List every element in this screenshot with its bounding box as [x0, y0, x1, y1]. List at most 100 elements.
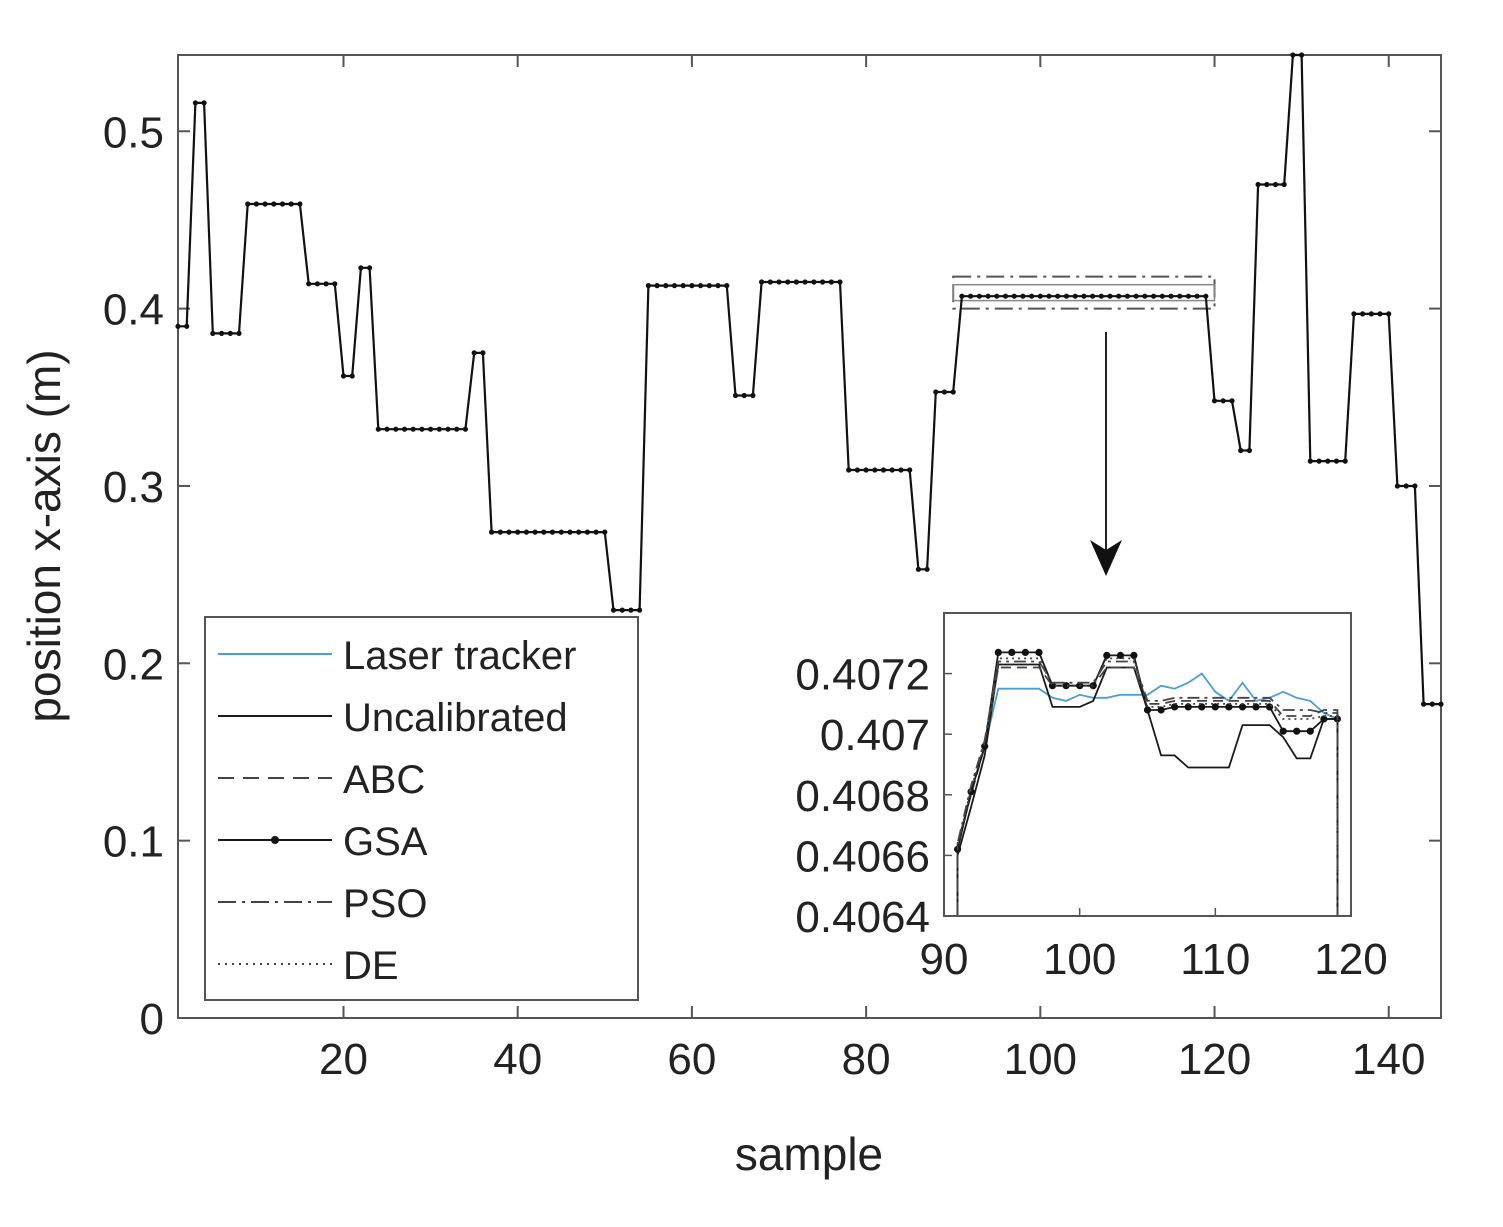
inset-marker-gsa — [1279, 727, 1287, 735]
gsa-marker — [663, 283, 669, 289]
gsa-marker — [915, 566, 922, 572]
inset-marker-gsa — [1157, 706, 1165, 714]
gsa-marker — [428, 426, 434, 432]
inset-background — [944, 613, 1351, 916]
gsa-marker — [759, 279, 765, 285]
y-tick-label: 0.2 — [103, 640, 164, 689]
gsa-marker — [567, 529, 573, 535]
inset-chart: 90 100 110 120 0.4064 0.4066 0.4068 0.407 0.4072 — [795, 612, 1388, 984]
legend-box — [204, 616, 639, 1001]
gsa-marker — [1421, 701, 1427, 707]
gsa-marker — [1133, 293, 1139, 299]
y-tick-label: 0 — [140, 995, 164, 1044]
gsa-marker — [593, 529, 599, 535]
inset-marker-gsa — [1008, 648, 1016, 657]
inset-line-pso — [956, 660, 1339, 916]
gsa-marker — [1377, 311, 1383, 317]
gsa-marker — [1124, 293, 1130, 299]
gsa-marker — [1429, 701, 1435, 707]
y-axis-label: position x-axis (m) — [18, 349, 70, 722]
y-tick-label: 0.1 — [103, 818, 164, 867]
legend-swatch-gsa-marker — [271, 836, 279, 844]
gsa-marker — [785, 279, 791, 285]
gsa-marker — [1351, 311, 1357, 317]
gsa-marker — [732, 392, 739, 399]
gsa-marker — [506, 529, 512, 535]
gsa-marker — [706, 283, 712, 289]
inset-marker-gsa — [1211, 703, 1219, 711]
gsa-marker — [1438, 701, 1444, 707]
gsa-marker — [1325, 458, 1331, 464]
gsa-marker — [1081, 293, 1087, 299]
gsa-marker — [532, 529, 538, 535]
gsa-marker — [1342, 458, 1348, 464]
gsa-marker — [1220, 398, 1226, 404]
gsa-marker — [1194, 293, 1200, 299]
inset-marker-gsa — [1035, 648, 1043, 657]
gsa-marker — [1090, 293, 1096, 299]
gsa-marker — [1272, 181, 1279, 188]
gsa-marker — [1020, 293, 1026, 299]
inset-marker-gsa — [1143, 706, 1152, 714]
gsa-marker — [175, 323, 181, 329]
zoom-box-inner — [952, 283, 1216, 302]
gsa-marker — [410, 426, 416, 432]
gsa-marker — [1360, 311, 1366, 317]
inset-y-tick-label: 0.4072 — [795, 651, 930, 700]
gsa-marker — [462, 426, 468, 432]
gsa-marker — [201, 100, 207, 106]
inset-marker-gsa — [1225, 703, 1233, 711]
gsa-marker — [994, 293, 1000, 299]
gsa-marker — [959, 293, 965, 299]
gsa-marker — [401, 426, 408, 432]
gsa-marker — [1159, 293, 1165, 299]
gsa-marker — [1168, 293, 1174, 299]
gsa-marker — [950, 389, 956, 395]
gsa-marker — [1177, 293, 1183, 299]
inset-marker-gsa — [1252, 703, 1260, 711]
gsa-marker — [968, 293, 974, 299]
gsa-marker — [1238, 447, 1244, 454]
x-tick-label: 80 — [842, 1035, 891, 1084]
inset-marker-gsa — [1103, 651, 1111, 660]
gsa-marker — [933, 389, 939, 395]
gsa-marker — [1185, 293, 1191, 299]
gsa-marker — [1098, 293, 1104, 299]
gsa-marker — [924, 566, 930, 572]
plot-area-frame — [177, 54, 1442, 1019]
inset-x-tick-label: 110 — [1180, 935, 1250, 984]
main-ticks: 20 40 60 80 100 120 140 0 0.1 0.2 0.3 0.4 0.5 — [103, 55, 1441, 1084]
gsa-marker — [549, 529, 556, 535]
gsa-marker — [489, 529, 495, 535]
gsa-marker — [297, 201, 303, 207]
gsa-marker — [767, 279, 773, 285]
inset-marker-gsa — [1184, 703, 1192, 711]
gsa-marker — [219, 330, 225, 336]
gsa-marker — [750, 392, 756, 399]
gsa-marker — [393, 426, 399, 432]
gsa-marker — [1394, 483, 1400, 489]
inset-line-de — [956, 657, 1339, 916]
gsa-marker — [793, 279, 800, 285]
y-tick-label: 0.4 — [103, 286, 164, 335]
gsa-marker — [192, 100, 198, 106]
inset-marker-gsa — [1320, 715, 1328, 723]
inset-marker-gsa — [1238, 703, 1247, 711]
gsa-marker — [1386, 311, 1392, 317]
x-tick-label: 40 — [493, 1035, 542, 1084]
inset-marker-gsa — [1021, 648, 1029, 657]
gsa-marker — [349, 373, 355, 379]
gsa-marker — [210, 330, 216, 336]
gsa-marker — [480, 350, 486, 356]
gsa-marker — [445, 426, 451, 432]
inset-x-tick-label: 90 — [920, 935, 969, 984]
gsa-marker — [497, 529, 503, 535]
gsa-marker — [689, 283, 695, 289]
gsa-marker — [184, 323, 190, 329]
gsa-marker — [1255, 181, 1261, 188]
gsa-marker — [1151, 293, 1157, 299]
gsa-marker — [245, 201, 251, 207]
gsa-marker — [907, 467, 913, 473]
gsa-marker — [1142, 293, 1148, 299]
